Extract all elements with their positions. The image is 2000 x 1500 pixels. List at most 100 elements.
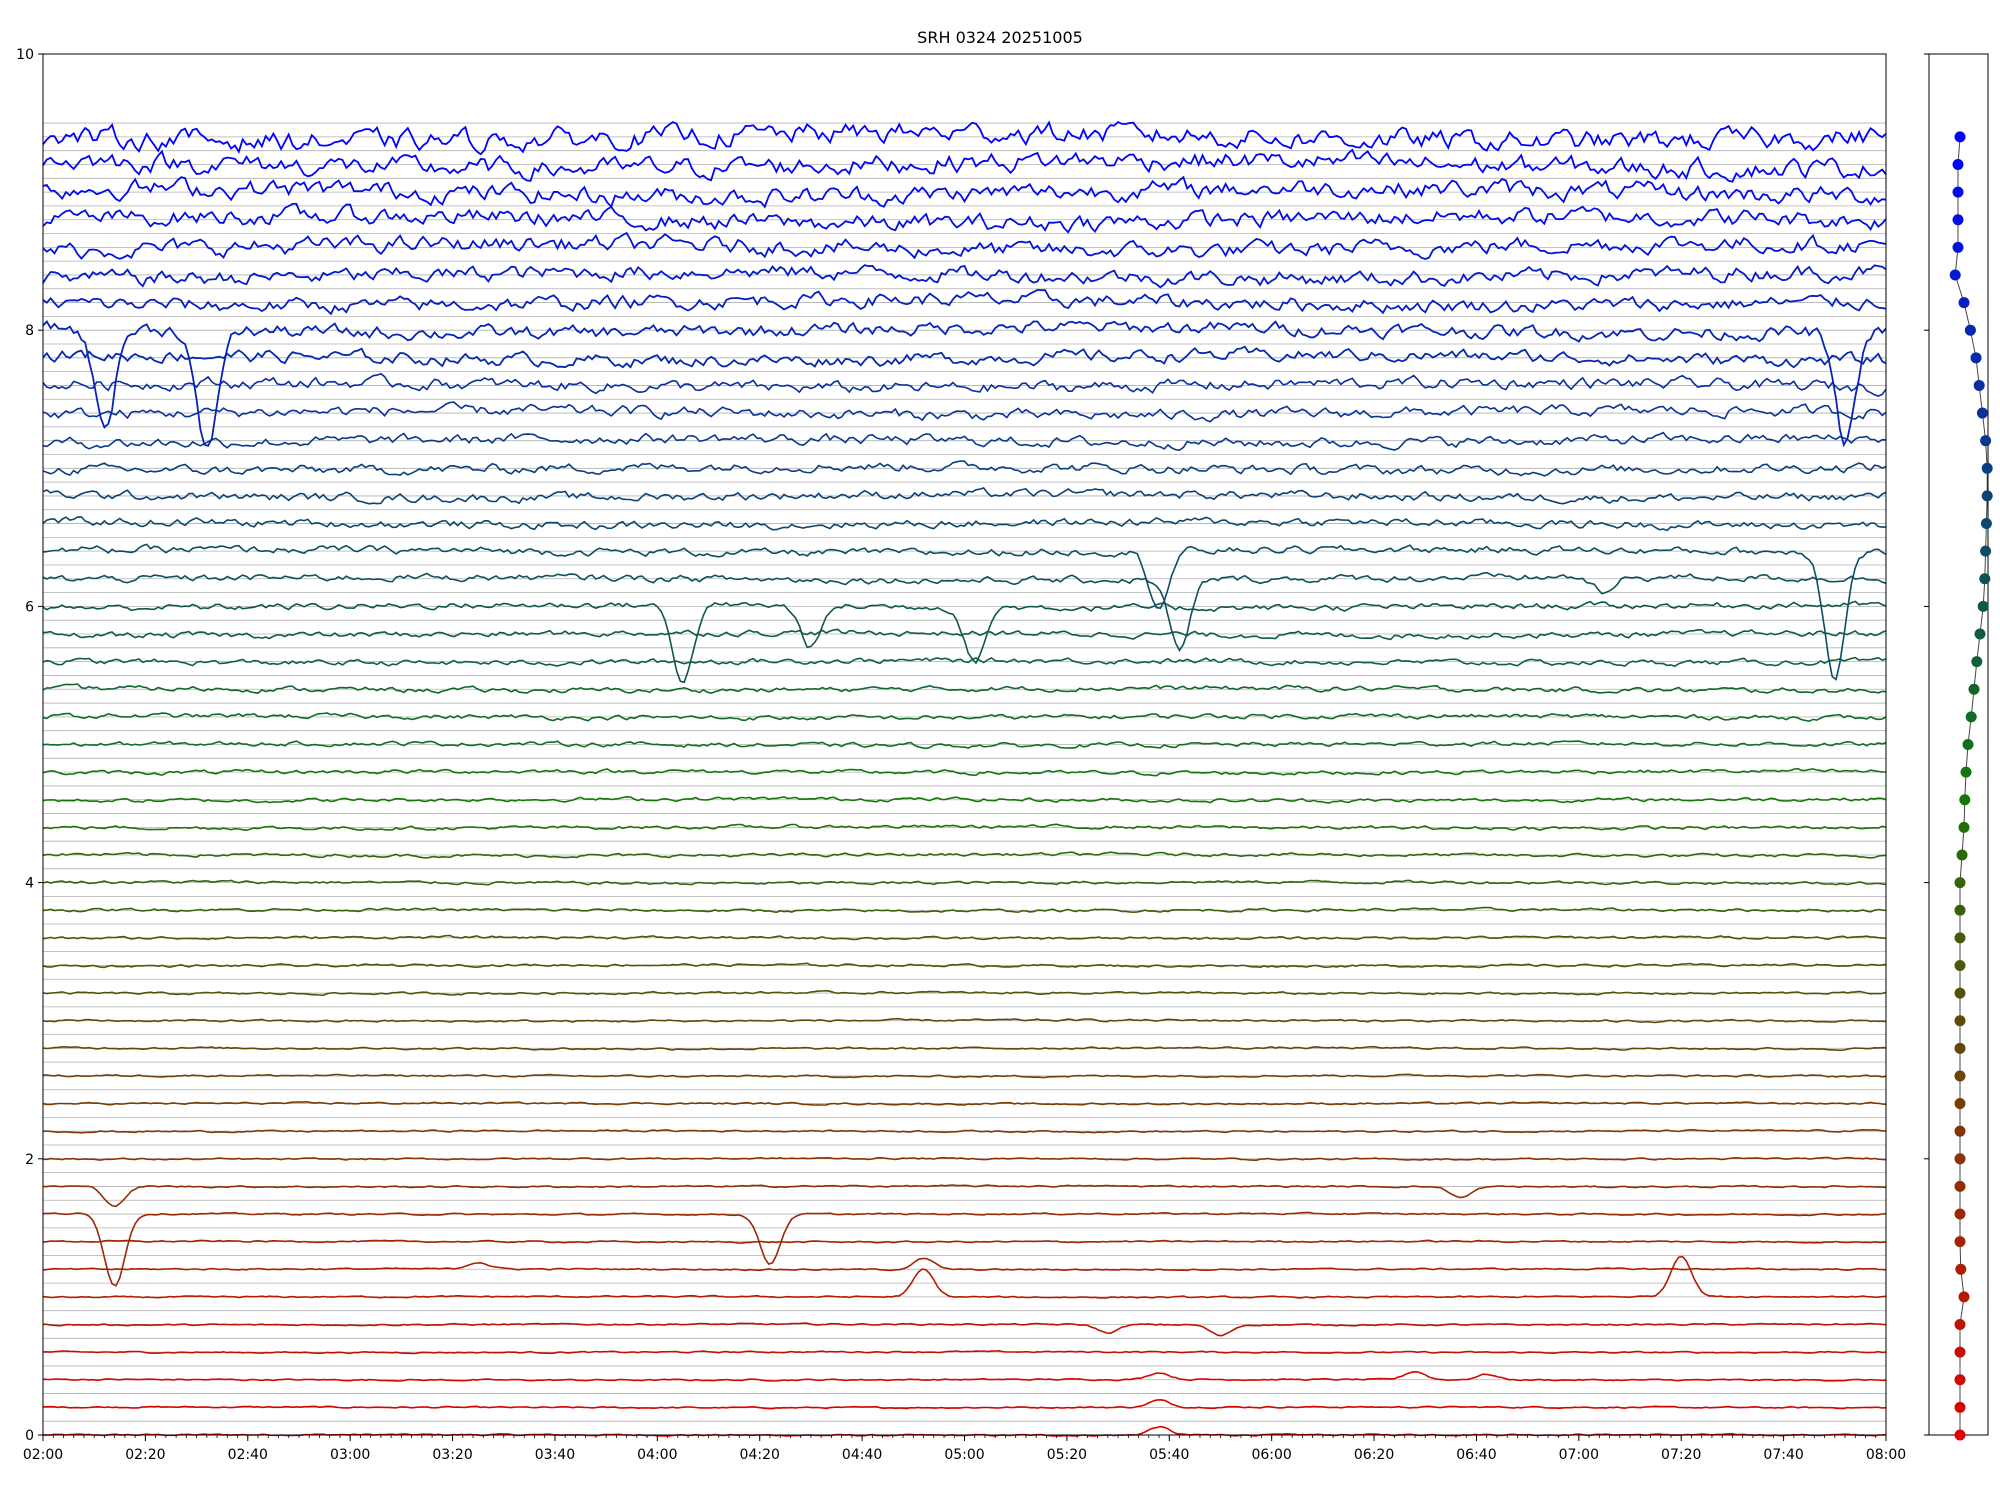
trace-line	[42, 372, 1887, 397]
x-tick-label: 04:20	[740, 1447, 780, 1463]
trace-line	[42, 962, 1887, 969]
side-point	[1952, 241, 1964, 253]
trace-line	[42, 851, 1887, 859]
x-tick-label: 07:20	[1661, 1447, 1701, 1463]
side-point	[1956, 849, 1968, 861]
trace-line	[43, 1073, 1887, 1079]
trace-line	[42, 906, 1887, 914]
side-point	[1981, 490, 1993, 502]
x-tick-label: 06:00	[1251, 1447, 1291, 1463]
x-tick-label: 02:20	[125, 1447, 165, 1463]
trace-line	[42, 683, 1887, 695]
trace-line	[42, 1017, 1887, 1024]
side-point	[1980, 518, 1992, 530]
x-tick-label: 02:40	[228, 1447, 268, 1463]
trace-line	[42, 264, 1887, 289]
y-tick-label: 0	[25, 1428, 34, 1444]
trace-line	[42, 401, 1887, 423]
trace-line	[42, 319, 1887, 448]
x-tick-label: 02:00	[23, 1447, 63, 1463]
trace-line	[42, 571, 1887, 652]
trace-line	[42, 1255, 1887, 1299]
trace-line	[42, 1398, 1887, 1410]
side-point	[1954, 1346, 1966, 1358]
trace-line	[42, 1101, 1887, 1106]
trace-line	[42, 120, 1887, 156]
side-point	[1954, 1319, 1966, 1331]
trace-line	[42, 795, 1887, 804]
trace-line	[42, 934, 1887, 941]
trace-line	[42, 1257, 1887, 1272]
side-point	[1954, 1153, 1966, 1165]
side-point	[1954, 1401, 1966, 1413]
side-point	[1952, 186, 1964, 198]
x-tick-label: 06:20	[1354, 1447, 1394, 1463]
side-point	[1954, 131, 1966, 143]
trace-line	[42, 823, 1887, 832]
side-point	[1954, 1208, 1966, 1220]
trace-line	[42, 288, 1887, 316]
trace-lines	[42, 120, 1887, 1437]
side-point	[1954, 1098, 1966, 1110]
trace-line	[42, 628, 1887, 641]
side-point	[1960, 766, 1972, 778]
trace-line	[42, 1370, 1887, 1382]
x-tick-label: 05:40	[1149, 1447, 1189, 1463]
x-tick-label: 03:00	[330, 1447, 370, 1463]
trace-line	[42, 712, 1887, 723]
trace-line	[42, 656, 1887, 668]
trace-line	[42, 203, 1887, 234]
trace-line	[42, 486, 1887, 505]
side-point	[1958, 821, 1970, 833]
trace-line	[43, 1156, 1887, 1162]
side-point	[1954, 1042, 1966, 1054]
side-point	[1973, 379, 1985, 391]
trace-line	[42, 1239, 1887, 1244]
side-point	[1955, 1263, 1967, 1275]
side-point	[1959, 794, 1971, 806]
trace-line	[42, 989, 1887, 997]
side-point	[1954, 987, 1966, 999]
side-point	[1958, 297, 1970, 309]
side-point	[1954, 1180, 1966, 1192]
side-point	[1954, 1429, 1966, 1441]
x-tick-label: 04:40	[842, 1447, 882, 1463]
x-tick-label: 03:40	[535, 1447, 575, 1463]
trace-line	[42, 1128, 1887, 1134]
y-tick-label: 6	[25, 599, 34, 615]
side-point	[1965, 711, 1977, 723]
y-tick-label: 8	[25, 323, 34, 339]
main-axes: 0 2 4 6 8 10 02:00 02:20 02:40 03:00 03:20 03:40 04:…	[16, 47, 1906, 1463]
side-scatter	[1949, 131, 1993, 1441]
y-tick-label: 4	[25, 876, 34, 892]
side-point	[1958, 1291, 1970, 1303]
trace-line	[42, 740, 1887, 750]
trace-line	[42, 1211, 1887, 1287]
trace-line	[42, 879, 1887, 886]
side-point	[1971, 656, 1983, 668]
x-tick-label: 05:20	[1047, 1447, 1087, 1463]
trace-line	[42, 231, 1887, 260]
side-point	[1954, 904, 1966, 916]
trace-line	[42, 543, 1887, 681]
side-point	[1974, 628, 1986, 640]
side-point	[1949, 269, 1961, 281]
y-tick-label: 2	[25, 1152, 34, 1168]
side-point	[1954, 1125, 1966, 1137]
side-point	[1954, 877, 1966, 889]
side-point	[1954, 1015, 1966, 1027]
trace-line	[42, 600, 1887, 684]
trace-line	[42, 767, 1887, 777]
side-point	[1952, 158, 1964, 170]
side-point	[1954, 932, 1966, 944]
side-point	[1980, 435, 1992, 447]
side-point	[1954, 1070, 1966, 1082]
x-tick-label: 03:20	[432, 1447, 472, 1463]
side-point	[1976, 407, 1988, 419]
trace-line	[42, 1045, 1887, 1052]
side-point	[1962, 739, 1974, 750]
x-tick-label: 04:00	[637, 1447, 677, 1463]
side-point	[1981, 462, 1993, 474]
trace-line	[43, 1349, 1887, 1355]
trace-line	[42, 345, 1887, 369]
